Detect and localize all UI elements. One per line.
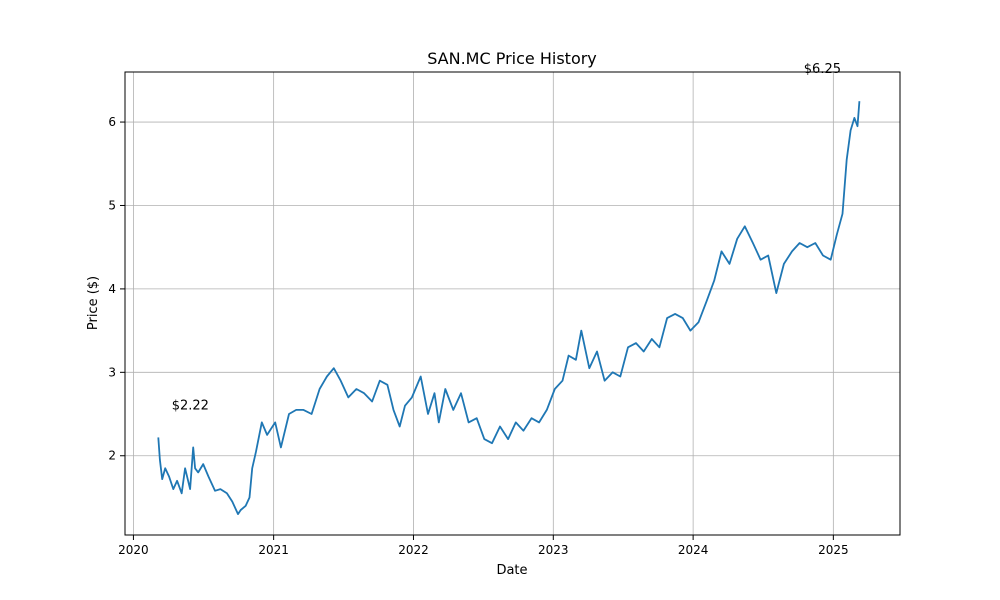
x-tick-label: 2023	[538, 543, 569, 557]
x-tick-label: 2024	[678, 543, 709, 557]
y-tick-label: 6	[108, 115, 116, 129]
price-annotation: $2.22	[172, 398, 209, 413]
y-tick-label: 5	[108, 198, 116, 212]
chart-title: SAN.MC Price History	[427, 49, 597, 68]
y-tick-label: 2	[108, 449, 116, 463]
annotations: $2.22 $6.25	[172, 62, 841, 413]
x-axis-label: Date	[496, 563, 527, 578]
price-series-line	[157, 101, 861, 515]
series-layer	[157, 101, 861, 515]
x-axis-ticks: 2020 2021 2022 2023 2024 2025	[118, 535, 849, 557]
x-tick-label: 2022	[398, 543, 429, 557]
x-tick-label: 2025	[818, 543, 849, 557]
y-axis-label: Price ($)	[86, 276, 101, 330]
price-annotation: $6.25	[804, 62, 841, 77]
y-axis-ticks: 2 3 4 5 6	[108, 115, 125, 463]
y-tick-label: 3	[108, 365, 116, 379]
x-tick-label: 2020	[118, 543, 149, 557]
y-tick-label: 4	[108, 282, 116, 296]
plot-frame	[124, 71, 901, 536]
x-tick-label: 2021	[258, 543, 289, 557]
